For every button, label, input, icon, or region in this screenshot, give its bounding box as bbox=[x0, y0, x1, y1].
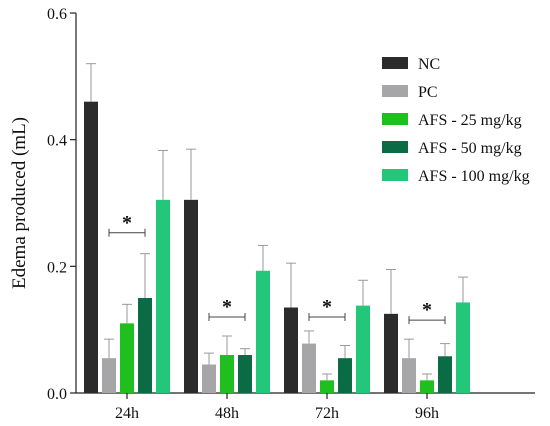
bar bbox=[320, 380, 334, 393]
significance-marker: * bbox=[122, 212, 132, 234]
bar bbox=[402, 358, 416, 393]
bar bbox=[256, 270, 270, 393]
x-tick-label: 24h bbox=[115, 405, 139, 422]
bar bbox=[84, 101, 98, 394]
y-tick-label: 0.2 bbox=[47, 259, 67, 276]
bar bbox=[202, 364, 216, 393]
bar bbox=[138, 298, 152, 393]
y-tick-label: 0.0 bbox=[47, 386, 67, 403]
plot-area: 0.0 0.2 0.4 0.6 24h 48h 72h 96h * * * * bbox=[47, 6, 535, 422]
y-tick-label: 0.4 bbox=[47, 133, 67, 150]
legend-label: NC bbox=[418, 56, 440, 73]
bar bbox=[456, 302, 470, 393]
bar bbox=[284, 307, 298, 393]
legend-swatch bbox=[382, 141, 408, 153]
y-tick-label: 0.6 bbox=[47, 6, 67, 23]
significance-marker: * bbox=[422, 299, 432, 321]
bar bbox=[302, 343, 316, 393]
legend-label: AFS - 50 mg/kg bbox=[418, 140, 522, 157]
legend-label: AFS - 100 mg/kg bbox=[418, 168, 530, 185]
significance-marker: * bbox=[222, 296, 232, 318]
bar bbox=[238, 355, 252, 393]
bar bbox=[102, 358, 116, 393]
bar bbox=[384, 313, 398, 393]
bar bbox=[420, 380, 434, 393]
bar bbox=[120, 323, 134, 393]
bar bbox=[338, 358, 352, 393]
x-tick-label: 72h bbox=[315, 405, 339, 422]
bar bbox=[220, 355, 234, 393]
legend: NC PC AFS - 25 mg/kg AFS - 50 mg/kg AFS - 10… bbox=[382, 56, 530, 185]
legend-label: PC bbox=[418, 84, 438, 101]
legend-label: AFS - 25 mg/kg bbox=[418, 112, 522, 129]
bar bbox=[438, 356, 452, 393]
bar bbox=[356, 305, 370, 393]
legend-swatch bbox=[382, 85, 408, 97]
legend-swatch bbox=[382, 169, 408, 181]
legend-swatch bbox=[382, 57, 408, 69]
legend-swatch bbox=[382, 113, 408, 125]
bar bbox=[156, 199, 170, 393]
x-tick-label: 96h bbox=[415, 405, 439, 422]
x-tick-label: 48h bbox=[215, 405, 239, 422]
bar bbox=[184, 199, 198, 393]
y-axis-label: Edema produced (mL) bbox=[9, 117, 30, 289]
significance-marker: * bbox=[322, 296, 332, 318]
